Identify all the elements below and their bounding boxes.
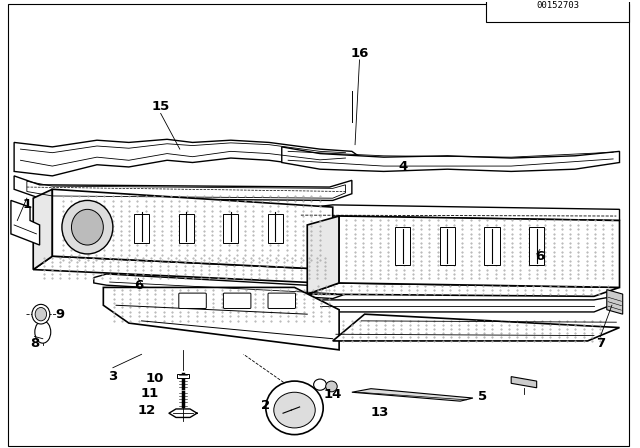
Text: 15: 15	[152, 100, 170, 113]
Text: 13: 13	[370, 406, 388, 419]
Polygon shape	[307, 295, 620, 312]
Text: 9: 9	[56, 308, 65, 321]
Polygon shape	[33, 256, 333, 283]
Polygon shape	[14, 139, 365, 176]
Polygon shape	[307, 216, 339, 294]
FancyBboxPatch shape	[179, 293, 206, 309]
Polygon shape	[339, 216, 620, 288]
Polygon shape	[14, 176, 352, 200]
Polygon shape	[103, 288, 339, 350]
Polygon shape	[607, 290, 623, 314]
Ellipse shape	[62, 200, 113, 254]
FancyBboxPatch shape	[223, 293, 251, 309]
Polygon shape	[94, 274, 346, 298]
Text: 6: 6	[535, 250, 545, 263]
Polygon shape	[33, 189, 52, 270]
Ellipse shape	[326, 381, 337, 392]
Polygon shape	[294, 205, 620, 220]
Bar	[268, 214, 283, 243]
Bar	[440, 227, 455, 265]
Bar	[134, 214, 149, 243]
Bar	[486, 0, 629, 22]
Text: 1: 1	[22, 198, 31, 211]
Text: 12: 12	[138, 404, 156, 417]
Bar	[179, 214, 194, 243]
Text: 6: 6	[134, 279, 143, 292]
Polygon shape	[307, 283, 620, 296]
Polygon shape	[169, 409, 197, 418]
Polygon shape	[352, 389, 473, 401]
Text: 8: 8	[30, 336, 39, 350]
Polygon shape	[333, 314, 620, 341]
Text: 3: 3	[108, 370, 118, 383]
Polygon shape	[11, 200, 40, 245]
Text: 16: 16	[350, 47, 369, 60]
Ellipse shape	[274, 392, 316, 428]
Ellipse shape	[35, 307, 47, 321]
Polygon shape	[511, 377, 537, 388]
Ellipse shape	[72, 209, 103, 245]
Text: 00152703: 00152703	[536, 1, 579, 10]
Ellipse shape	[32, 304, 50, 324]
Bar	[484, 227, 500, 265]
Bar	[529, 227, 544, 265]
Bar	[395, 227, 410, 265]
FancyBboxPatch shape	[268, 293, 296, 309]
Polygon shape	[282, 147, 620, 172]
Text: 7: 7	[596, 336, 605, 350]
Ellipse shape	[314, 379, 326, 390]
Text: 2: 2	[261, 399, 270, 412]
Text: 14: 14	[324, 388, 342, 401]
Bar	[177, 374, 189, 378]
Text: 11: 11	[140, 387, 158, 400]
Text: 10: 10	[145, 372, 163, 385]
Polygon shape	[52, 189, 333, 270]
Text: 5: 5	[478, 390, 487, 403]
Bar	[223, 214, 239, 243]
Ellipse shape	[35, 321, 51, 343]
Ellipse shape	[266, 381, 323, 435]
Text: 4: 4	[398, 160, 408, 173]
